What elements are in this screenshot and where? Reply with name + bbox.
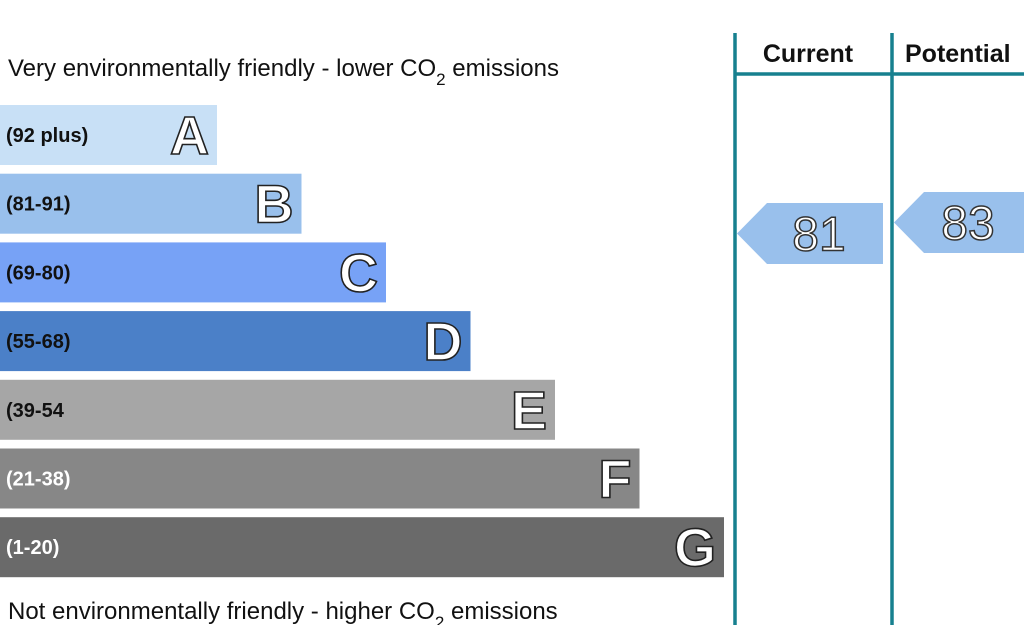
bottom-note-text: Not environmentally friendly - higher CO [8, 598, 435, 625]
band-letter: B [255, 175, 294, 235]
band-range: (81-91) [6, 194, 70, 216]
band-bar [0, 379, 555, 440]
band-letter: F [599, 450, 632, 510]
potential-value: 83 [941, 198, 994, 251]
band-letter: D [424, 312, 463, 372]
band-bar [0, 105, 217, 165]
potential-header: Potential [905, 40, 1011, 68]
band-bar [0, 311, 471, 372]
band-range: (1-20) [6, 537, 59, 559]
top-note: Very environmentally friendly - lower CO… [8, 55, 559, 89]
band-bar [0, 517, 724, 578]
band-letter: E [511, 381, 547, 441]
band-letter: A [170, 106, 209, 166]
band-range: (92 plus) [6, 125, 88, 147]
band-range: (39-54 [6, 400, 65, 422]
bottom-note: Not environmentally friendly - higher CO… [8, 598, 558, 625]
band-bar [0, 448, 640, 509]
current-header: Current [763, 40, 854, 68]
top-note-subscript: 2 [436, 70, 445, 89]
potential-arrow [894, 192, 1024, 253]
band-range: (69-80) [6, 262, 70, 284]
band-bar [0, 242, 386, 303]
bottom-note-subscript: 2 [435, 613, 444, 625]
bottom-note-text-end: emissions [444, 598, 557, 625]
current-value: 81 [792, 209, 845, 262]
band-range: (55-68) [6, 331, 70, 353]
top-note-text: Very environmentally friendly - lower CO [8, 55, 436, 82]
band-range: (21-38) [6, 469, 70, 491]
top-note-text-end: emissions [446, 55, 559, 82]
band-letter: C [339, 243, 378, 303]
band-letter: G [674, 518, 716, 578]
band-bar [0, 173, 302, 234]
current-arrow [737, 203, 883, 264]
